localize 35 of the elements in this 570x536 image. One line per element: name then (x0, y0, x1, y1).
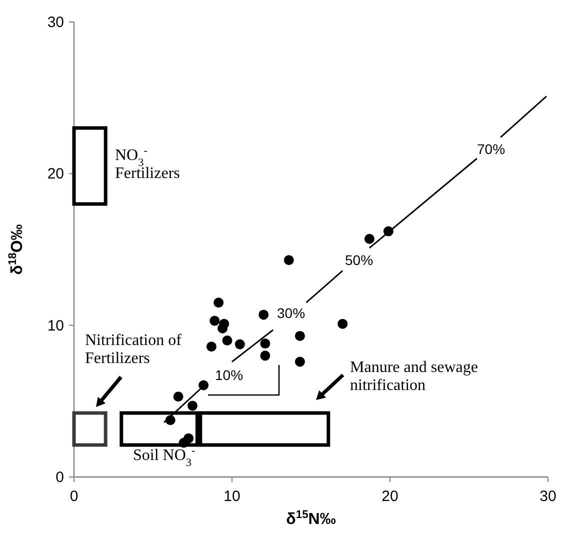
x-tick-label: 10 (224, 488, 240, 505)
x-tick-label: 30 (540, 488, 556, 505)
point (173, 392, 184, 402)
point (206, 342, 216, 352)
point (188, 400, 198, 411)
x-axis-title: δ$^{15}$N‰ (286, 509, 336, 528)
point (234, 339, 245, 350)
point (210, 316, 220, 326)
annotation: Manure and sewage nitrification (350, 359, 478, 394)
point (222, 336, 232, 346)
x-tick-label: 0 (70, 488, 78, 505)
point (184, 433, 194, 444)
y-tick-label: 10 (47, 317, 64, 334)
point (294, 330, 305, 341)
point (338, 318, 348, 329)
point (258, 310, 269, 320)
annotation: 10% (215, 367, 244, 383)
annotation: 70% (477, 141, 506, 157)
y-tick-label: 30 (47, 14, 64, 31)
point (284, 255, 294, 266)
y-tick-label: 0 (56, 469, 64, 486)
y-tick-label: 20 (47, 166, 64, 183)
x-tick-label: 20 (382, 488, 398, 505)
point (165, 415, 176, 426)
annotation: 50% (345, 252, 374, 268)
point (383, 226, 394, 236)
point (218, 323, 228, 334)
point (294, 356, 305, 367)
point (214, 298, 224, 308)
point (260, 338, 270, 349)
annotation: Nitrification of Fertilizers (85, 332, 182, 367)
point (364, 234, 374, 244)
annotation: 30% (277, 305, 306, 321)
point (198, 380, 209, 390)
point (260, 350, 270, 361)
